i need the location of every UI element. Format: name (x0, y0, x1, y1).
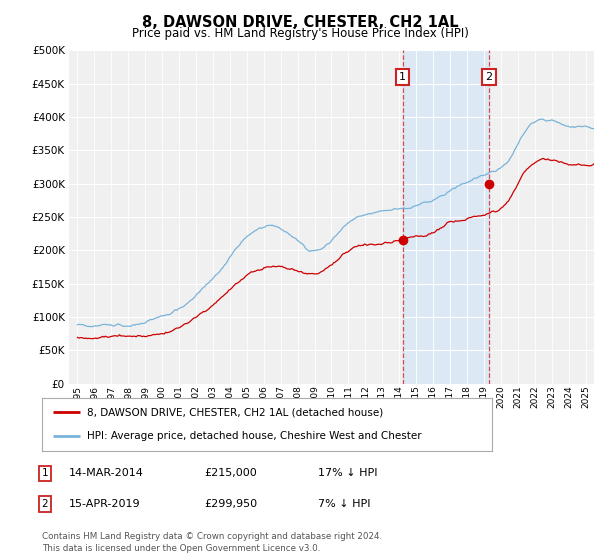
Text: Price paid vs. HM Land Registry's House Price Index (HPI): Price paid vs. HM Land Registry's House … (131, 27, 469, 40)
Text: 14-MAR-2014: 14-MAR-2014 (69, 468, 144, 478)
Text: 8, DAWSON DRIVE, CHESTER, CH2 1AL (detached house): 8, DAWSON DRIVE, CHESTER, CH2 1AL (detac… (87, 408, 383, 418)
Text: 17% ↓ HPI: 17% ↓ HPI (318, 468, 377, 478)
Text: 2: 2 (41, 499, 49, 509)
Text: 15-APR-2019: 15-APR-2019 (69, 499, 140, 509)
Text: 2: 2 (485, 72, 493, 82)
Text: HPI: Average price, detached house, Cheshire West and Chester: HPI: Average price, detached house, Ches… (87, 431, 422, 441)
Text: £299,950: £299,950 (204, 499, 257, 509)
Text: 1: 1 (399, 72, 406, 82)
Bar (403, 50, 489, 384)
Text: 8, DAWSON DRIVE, CHESTER, CH2 1AL: 8, DAWSON DRIVE, CHESTER, CH2 1AL (142, 15, 458, 30)
Text: Contains HM Land Registry data © Crown copyright and database right 2024.
This d: Contains HM Land Registry data © Crown c… (42, 532, 382, 553)
Text: 7% ↓ HPI: 7% ↓ HPI (318, 499, 371, 509)
Text: £215,000: £215,000 (204, 468, 257, 478)
Text: 1: 1 (41, 468, 49, 478)
